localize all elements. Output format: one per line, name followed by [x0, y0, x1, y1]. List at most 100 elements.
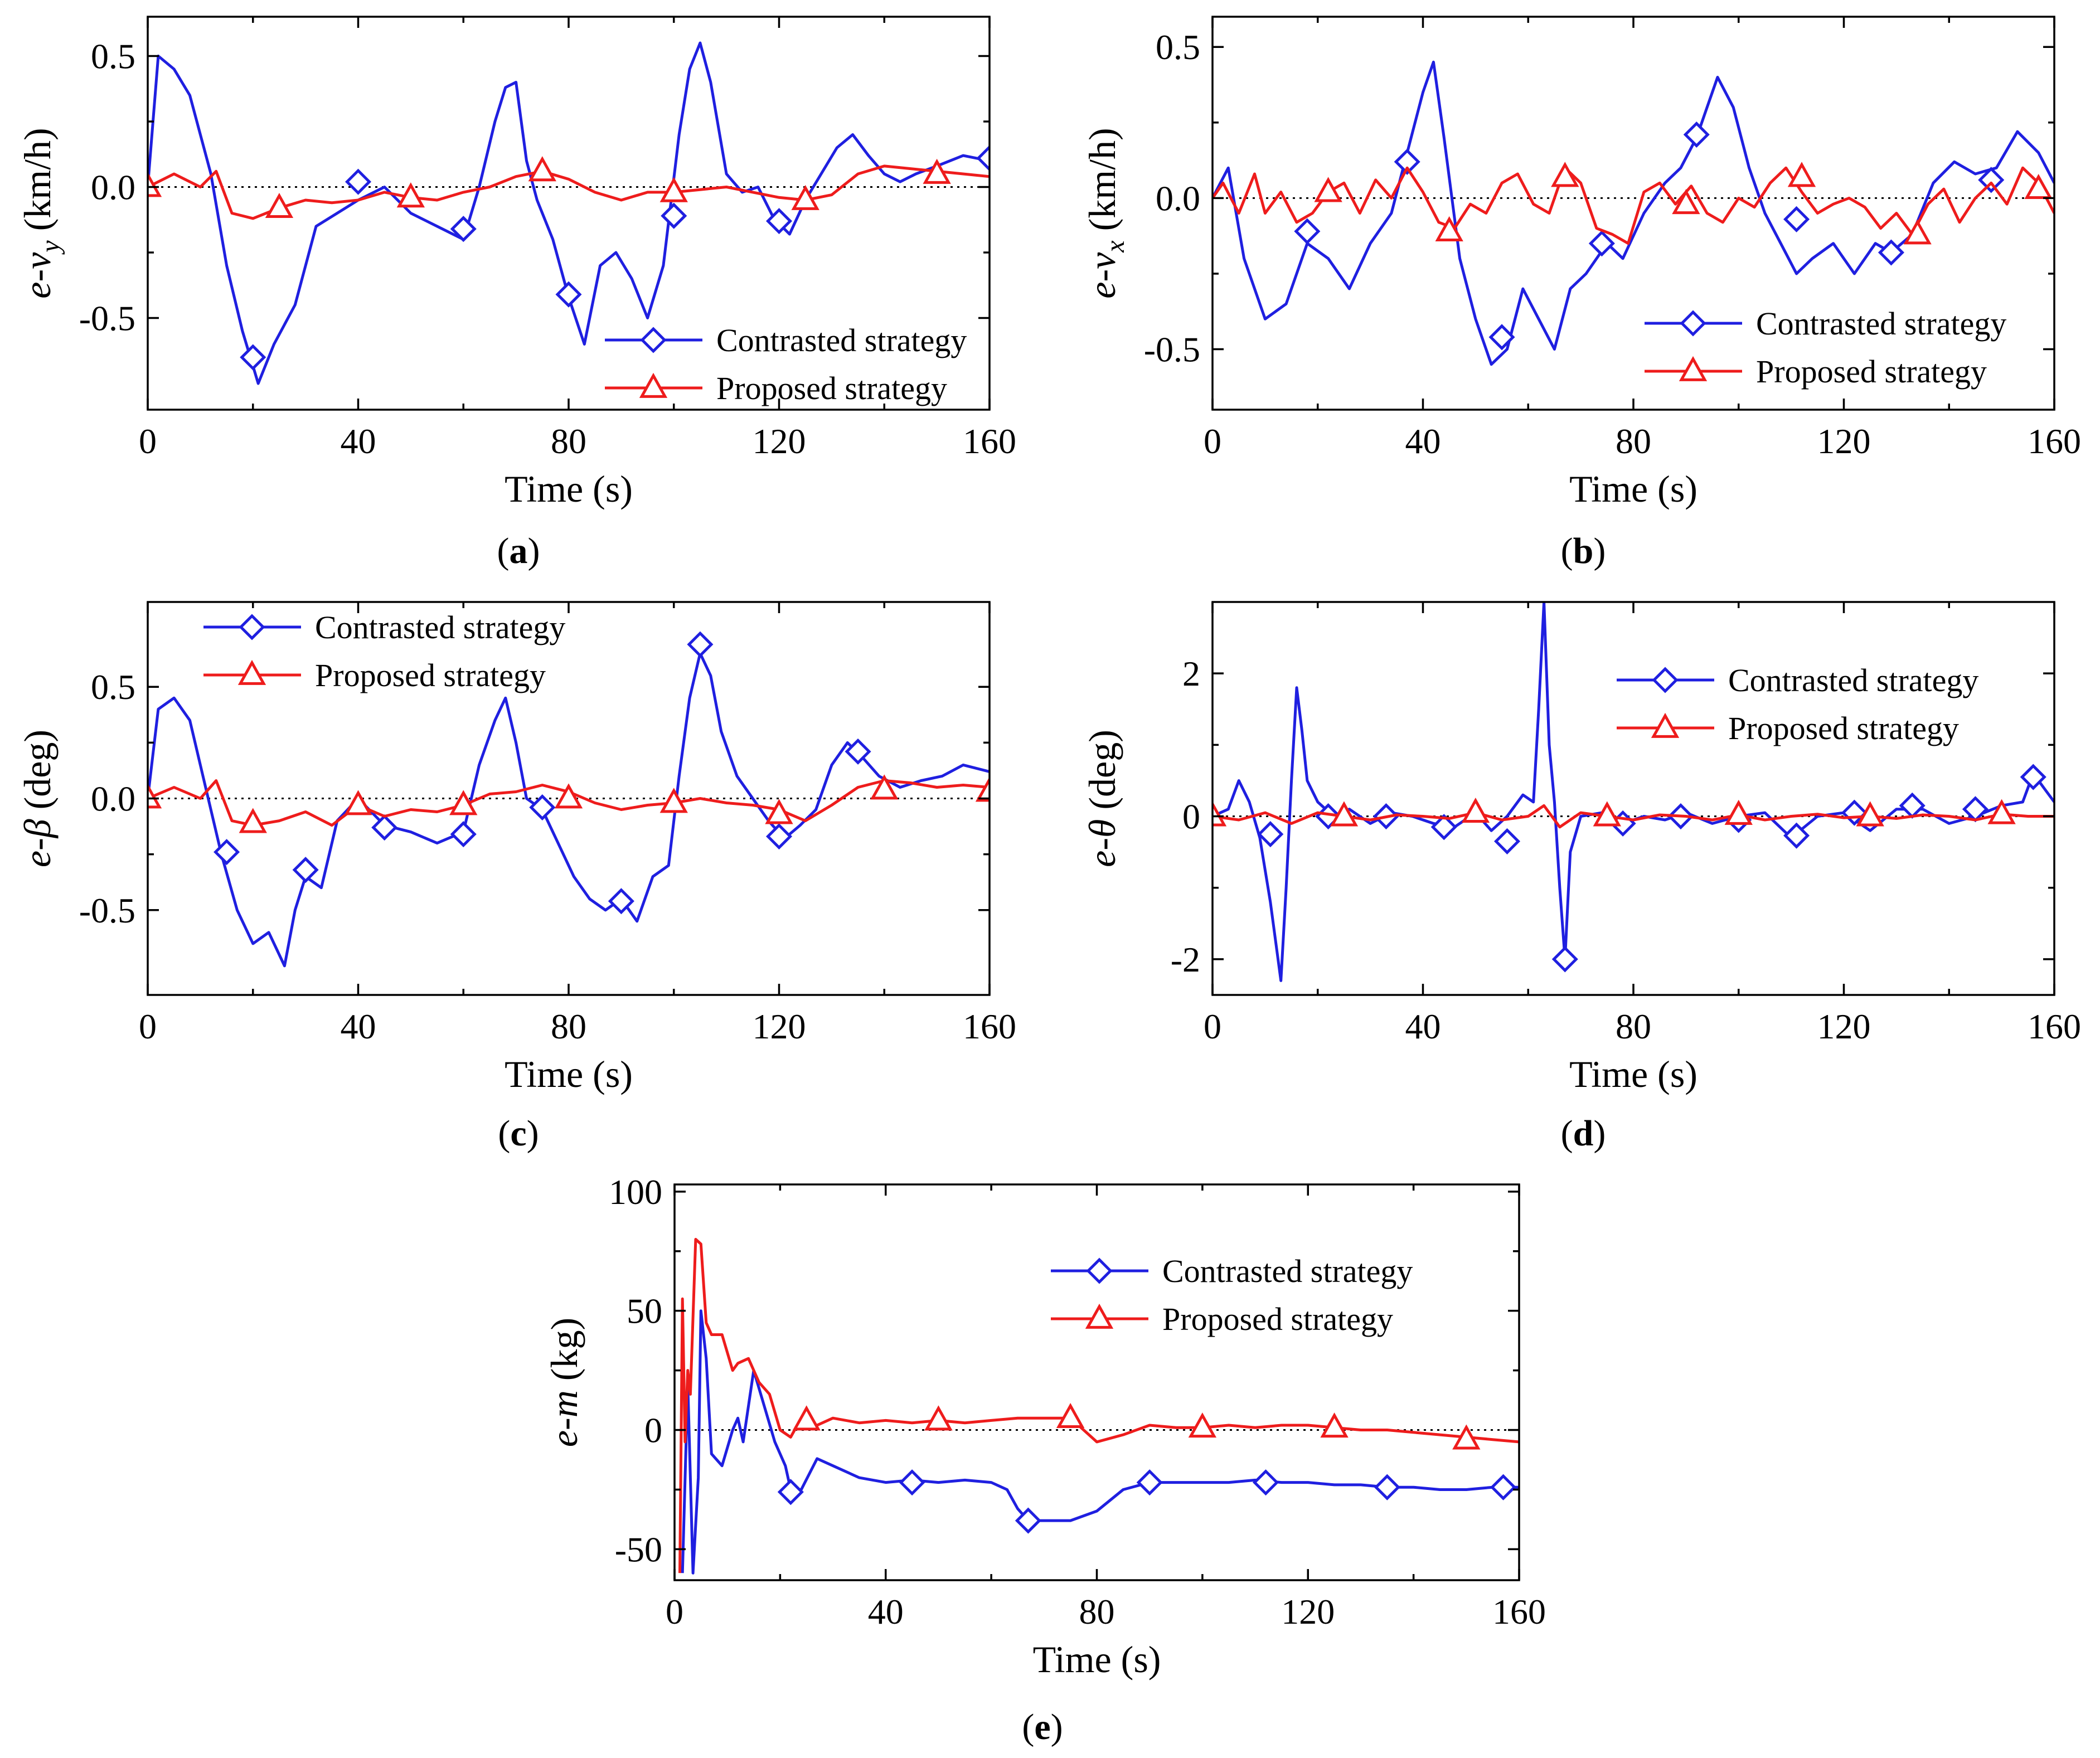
series-marker-triangle — [1213, 801, 1227, 827]
y-tick-label: 50 — [627, 1291, 662, 1331]
series-marker-diamond — [765, 208, 793, 235]
series-marker-triangle — [1461, 798, 1490, 823]
legend: Contrasted strategy Proposed strategy — [1645, 305, 2006, 390]
legend-marker-triangle — [1679, 356, 1708, 381]
series-marker-diamond — [1374, 1474, 1400, 1500]
series-line — [678, 1237, 1519, 1574]
x-tick-label: 120 — [753, 421, 806, 461]
series-marker-diamond — [765, 823, 793, 850]
x-tick-label: 80 — [1616, 421, 1651, 461]
x-tick-label: 0 — [1204, 1007, 1221, 1046]
series-line — [148, 164, 990, 220]
series-marker-triangle — [554, 783, 583, 809]
series-marker-triangle — [1435, 216, 1463, 241]
series-marker-triangle — [1314, 177, 1342, 202]
series-marker-triangle — [396, 182, 425, 208]
series-marker-diamond — [450, 821, 477, 848]
x-tick-label: 40 — [868, 1592, 904, 1631]
y-tick-label: -2 — [1171, 940, 1200, 979]
series-marker-diamond — [292, 857, 319, 883]
legend-label: Contrasted strategy — [1162, 1253, 1413, 1289]
legend-label: Contrasted strategy — [315, 609, 565, 645]
plot-frame — [1211, 16, 2055, 411]
series-marker-diamond — [555, 281, 582, 308]
series-marker-diamond — [1783, 822, 1810, 849]
series-marker-diamond — [1683, 121, 1710, 148]
y-axis-title: e-θ (deg) — [1081, 730, 1123, 867]
series-proposed — [148, 774, 990, 833]
plot-frame — [673, 1183, 1520, 1581]
plot-frame — [1211, 601, 2055, 996]
series-line — [681, 1309, 1519, 1575]
series-marker-triangle — [924, 1405, 953, 1431]
y-axis-title: e-β (deg) — [16, 730, 59, 867]
series-marker-triangle — [1188, 1412, 1217, 1438]
x-tick-label: 120 — [1817, 1007, 1871, 1046]
series-marker-triangle — [1593, 801, 1621, 827]
series-marker-diamond — [687, 631, 714, 658]
panel-c: 0 40 80 120 160 -0.5 0.0 0.5 Time (s) e-β (deg) Co… — [16, 601, 1016, 1154]
series-contrasted — [681, 1309, 1519, 1575]
series-marker-diamond — [1488, 324, 1515, 351]
series-marker-diamond — [1136, 1469, 1163, 1496]
series-marker-diamond — [450, 216, 477, 242]
series-proposed — [148, 156, 990, 220]
series-marker-diamond — [1493, 828, 1521, 854]
panel-label: (b) — [1561, 531, 1606, 571]
y-axis-title: e-m (kg) — [543, 1318, 585, 1447]
series-marker-diamond — [240, 344, 266, 371]
y-tick-label: -0.5 — [79, 299, 135, 338]
x-tick-label: 80 — [551, 421, 586, 461]
series-marker-diamond — [1978, 167, 2005, 193]
panel-label: (e) — [1022, 1707, 1063, 1747]
series-marker-triangle — [2024, 173, 2053, 200]
series-marker-triangle — [923, 158, 951, 184]
series-contrasted — [1213, 602, 2054, 982]
y-tick-label: 0.0 — [91, 168, 135, 207]
series-marker-diamond — [1490, 1474, 1517, 1500]
x-tick-label: 160 — [2028, 1007, 2081, 1046]
y-tick-label: -50 — [615, 1529, 662, 1569]
series-marker-triangle — [1724, 799, 1753, 825]
series-marker-diamond — [345, 168, 372, 195]
series-line — [1213, 602, 2054, 982]
legend-marker-diamond — [1652, 667, 1679, 693]
x-axis-title: Time (s) — [1569, 1053, 1698, 1095]
series-marker-triangle — [659, 788, 688, 813]
legend-marker-diamond — [239, 614, 265, 640]
series-proposed — [678, 1237, 1519, 1574]
x-tick-label: 120 — [1281, 1592, 1335, 1631]
series-marker-diamond — [1783, 206, 1810, 232]
x-tick-label: 160 — [963, 1007, 1016, 1046]
y-tick-label: 0.0 — [1156, 178, 1200, 218]
series-marker-triangle — [870, 774, 899, 800]
panel-label: (a) — [497, 531, 540, 571]
legend-marker-diamond — [640, 327, 667, 353]
legend-marker-diamond — [1680, 310, 1706, 337]
series-marker-triangle — [1787, 162, 1816, 187]
series-marker-diamond — [371, 814, 398, 841]
series-marker-diamond — [214, 839, 240, 866]
panel-b: 0 40 80 120 160 -0.5 0.0 0.5 Time (s) e-vx (km/h)… — [1081, 16, 2081, 571]
series-marker-triangle — [239, 808, 267, 833]
x-axis-title: Time (s) — [1033, 1638, 1161, 1681]
legend-label: Proposed strategy — [716, 370, 947, 406]
x-tick-label: 0 — [139, 421, 157, 461]
series-marker-triangle — [791, 184, 819, 210]
series-marker-triangle — [528, 156, 556, 182]
series-marker-diamond — [1878, 239, 1904, 266]
series-marker-triangle — [344, 790, 372, 815]
legend-label: Proposed strategy — [1162, 1301, 1393, 1337]
x-tick-label: 160 — [963, 421, 1016, 461]
series-marker-diamond — [1588, 230, 1615, 257]
x-tick-label: 120 — [1817, 421, 1871, 461]
x-tick-label: 40 — [341, 1007, 376, 1046]
x-tick-label: 80 — [1616, 1007, 1651, 1046]
series-contrasted — [148, 631, 990, 968]
series-proposed — [1213, 162, 2054, 245]
series-marker-diamond — [1294, 218, 1321, 245]
series-marker-triangle — [1320, 1412, 1349, 1438]
